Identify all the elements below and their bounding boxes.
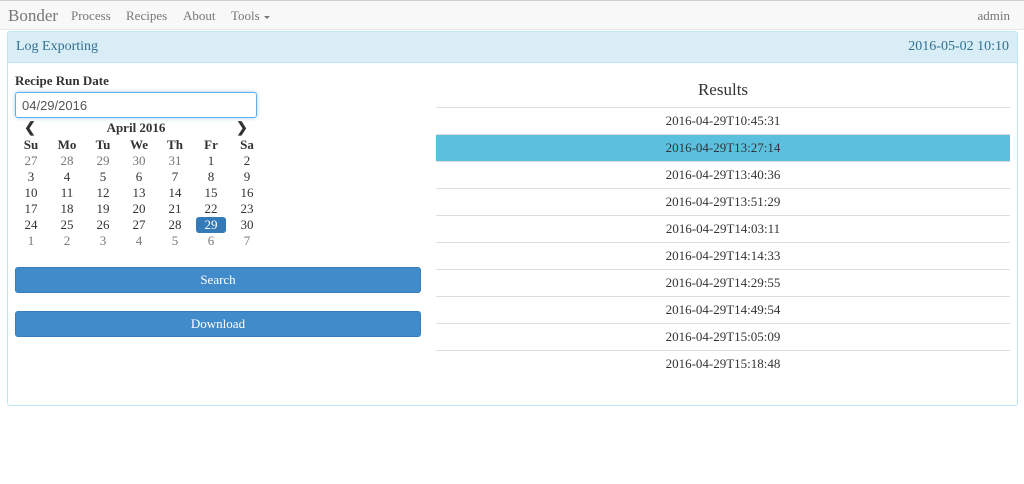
calendar-day[interactable]: 30 xyxy=(132,153,146,168)
calendar-day[interactable]: 8 xyxy=(207,169,215,184)
calendar-day[interactable]: 28 xyxy=(60,153,74,168)
calendar-day[interactable]: 11 xyxy=(60,185,74,200)
weekday-header: Mo xyxy=(57,137,77,152)
calendar-day[interactable]: 6 xyxy=(135,169,143,184)
calendar-day[interactable]: 2 xyxy=(63,233,71,248)
next-month-chevron-icon[interactable]: ❯ xyxy=(236,121,248,136)
weekday-header: Th xyxy=(167,137,183,152)
weekday-header: Fr xyxy=(204,137,218,152)
nav-item-tools[interactable]: Tools xyxy=(231,8,270,24)
calendar-day[interactable]: 18 xyxy=(60,201,74,216)
calendar-day[interactable]: 1 xyxy=(27,233,35,248)
user-menu[interactable]: admin xyxy=(977,8,1011,23)
brand-link[interactable]: Bonder xyxy=(8,6,59,25)
nav-item-recipes[interactable]: Recipes xyxy=(126,8,168,23)
calendar-day[interactable]: 17 xyxy=(24,201,38,216)
calendar-day[interactable]: 27 xyxy=(24,153,38,168)
result-row[interactable]: 2016-04-29T14:03:11 xyxy=(436,215,1010,242)
calendar-day[interactable]: 31 xyxy=(168,153,182,168)
result-row[interactable]: 2016-04-29T15:05:09 xyxy=(436,323,1010,350)
calendar-day[interactable]: 21 xyxy=(168,201,182,216)
calendar-day[interactable]: 22 xyxy=(204,201,218,216)
calendar-day[interactable]: 25 xyxy=(60,217,74,232)
result-row[interactable]: 2016-04-29T14:29:55 xyxy=(436,269,1010,296)
results-title: Results xyxy=(697,80,749,99)
calendar-day[interactable]: 2 xyxy=(243,153,251,168)
calendar-day[interactable]: 30 xyxy=(240,217,254,232)
calendar-day[interactable]: 5 xyxy=(99,169,107,184)
calendar-day[interactable]: 26 xyxy=(96,217,110,232)
calendar-day[interactable]: 7 xyxy=(243,233,251,248)
result-row[interactable]: 2016-04-29T15:18:48 xyxy=(436,350,1010,377)
calendar-day[interactable]: 6 xyxy=(207,233,215,248)
search-button[interactable]: Search xyxy=(15,267,421,293)
prev-month-chevron-icon[interactable]: ❮ xyxy=(24,121,36,136)
weekday-header: Su xyxy=(23,137,39,152)
calendar-day[interactable]: 23 xyxy=(240,201,254,216)
calendar-day[interactable]: 9 xyxy=(243,169,251,184)
result-row[interactable]: 2016-04-29T10:45:31 xyxy=(436,107,1010,134)
weekday-header: Tu xyxy=(95,137,111,152)
nav-item-process[interactable]: Process xyxy=(71,8,111,23)
recipe-run-date-label: Recipe Run Date xyxy=(15,73,109,88)
top-navbar: Bonder Process Recipes About Tools admin xyxy=(0,0,1024,30)
nav-item-about[interactable]: About xyxy=(183,8,216,23)
result-row[interactable]: 2016-04-29T13:51:29 xyxy=(436,188,1010,215)
calendar-day[interactable]: 29 xyxy=(96,153,110,168)
calendar-day[interactable]: 1 xyxy=(207,153,215,168)
calendar-day[interactable]: 3 xyxy=(99,233,107,248)
result-row[interactable]: 2016-04-29T13:40:36 xyxy=(436,161,1010,188)
calendar-day[interactable]: 7 xyxy=(171,169,179,184)
nav-item-tools-label: Tools xyxy=(231,8,260,23)
calendar-month-title[interactable]: April 2016 xyxy=(106,120,166,135)
download-button[interactable]: Download xyxy=(15,311,421,337)
calendar-day[interactable]: 27 xyxy=(132,217,146,232)
panel-heading: Log Exporting 2016-05-02 10:10 xyxy=(8,32,1017,63)
calendar-day[interactable]: 19 xyxy=(96,201,110,216)
calendar-day[interactable]: 24 xyxy=(24,217,38,232)
panel-title: Log Exporting xyxy=(16,39,99,54)
calendar-day[interactable]: 14 xyxy=(168,185,182,200)
weekday-header: We xyxy=(129,137,149,152)
calendar-day[interactable]: 4 xyxy=(63,169,71,184)
result-row[interactable]: 2016-04-29T14:49:54 xyxy=(436,296,1010,323)
result-row[interactable]: 2016-04-29T14:14:33 xyxy=(436,242,1010,269)
calendar-day[interactable]: 5 xyxy=(171,233,179,248)
caret-down-icon xyxy=(263,15,270,19)
calendar-day[interactable]: 12 xyxy=(96,185,110,200)
calendar-day[interactable]: 4 xyxy=(135,233,143,248)
recipe-run-date-input[interactable] xyxy=(15,92,257,118)
calendar-day[interactable]: 20 xyxy=(132,201,146,216)
calendar-day[interactable]: 29 xyxy=(196,217,226,233)
calendar-day[interactable]: 28 xyxy=(168,217,182,232)
weekday-header: Sa xyxy=(240,137,254,152)
calendar-day[interactable]: 16 xyxy=(240,185,254,200)
calendar-day[interactable]: 3 xyxy=(27,169,35,184)
result-row[interactable]: 2016-04-29T13:27:14 xyxy=(436,134,1010,161)
calendar-day[interactable]: 15 xyxy=(204,185,218,200)
calendar-day[interactable]: 13 xyxy=(132,185,146,200)
panel-datetime: 2016-05-02 10:10 xyxy=(908,39,1009,54)
calendar-day[interactable]: 10 xyxy=(24,185,38,200)
